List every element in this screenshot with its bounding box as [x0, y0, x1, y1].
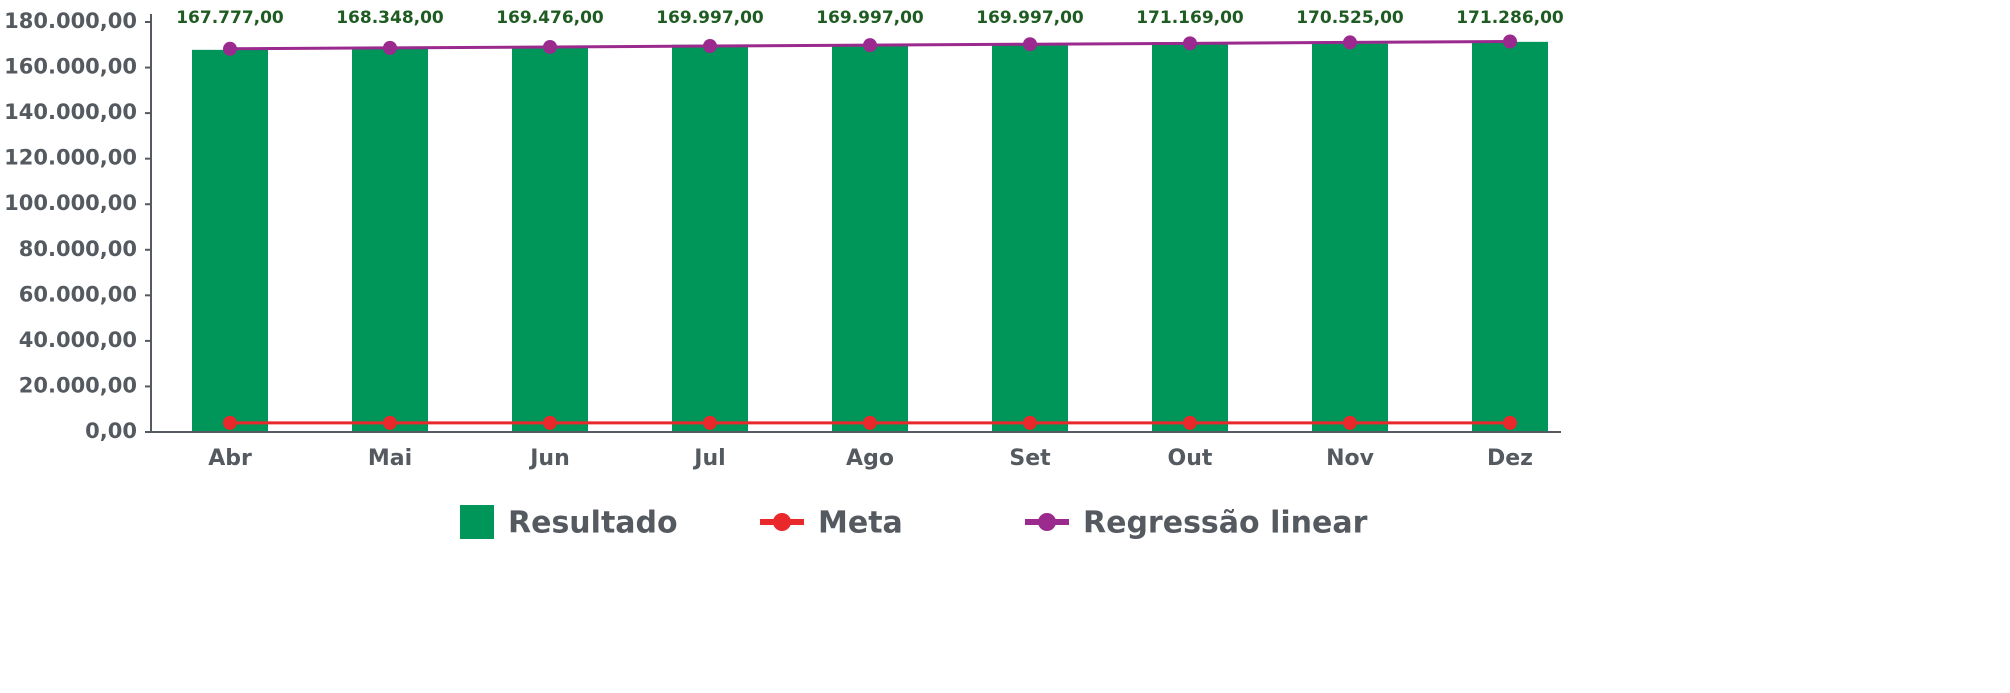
- x-tick-label: Ago: [846, 446, 894, 471]
- bar: [672, 44, 748, 433]
- x-tick-label: Nov: [1326, 446, 1375, 471]
- x-tick-label: Abr: [208, 446, 252, 471]
- y-tick-label: 100.000,00: [4, 191, 137, 215]
- y-tick-label: 80.000,00: [19, 237, 137, 261]
- bar: [1152, 42, 1228, 433]
- data-label: 169.997,00: [976, 8, 1084, 28]
- y-tick-label: 40.000,00: [19, 328, 137, 352]
- legend-label: Meta: [818, 506, 903, 541]
- point: [1503, 415, 1517, 430]
- bar: [992, 44, 1068, 433]
- bar: [1312, 43, 1388, 433]
- point: [543, 39, 557, 54]
- point: [383, 40, 397, 55]
- x-tick-label: Jun: [528, 446, 570, 471]
- legend-label: Resultado: [508, 506, 678, 541]
- x-tick-label: Set: [1009, 446, 1051, 471]
- data-label: 169.476,00: [496, 8, 604, 28]
- point: [863, 415, 877, 430]
- point: [223, 41, 237, 56]
- data-label: 171.169,00: [1136, 8, 1244, 28]
- y-tick-label: 0,00: [85, 419, 137, 443]
- legend-label: Regressão linear: [1083, 506, 1368, 541]
- data-label: 170.525,00: [1296, 8, 1404, 28]
- point: [1343, 415, 1357, 430]
- data-label: 167.777,00: [176, 8, 284, 28]
- legend-swatch: [1038, 513, 1056, 531]
- point: [1183, 36, 1197, 51]
- point: [543, 415, 557, 430]
- data-label: 169.997,00: [656, 8, 764, 28]
- point: [1503, 34, 1517, 49]
- legend-swatch: [460, 505, 494, 539]
- point: [223, 415, 237, 430]
- point: [383, 415, 397, 430]
- point: [1343, 35, 1357, 50]
- y-tick-label: 160.000,00: [4, 55, 137, 79]
- data-label: 171.286,00: [1456, 8, 1564, 28]
- x-tick-label: Mai: [368, 446, 412, 471]
- bar: [512, 45, 588, 432]
- y-tick-label: 20.000,00: [19, 373, 137, 397]
- point: [1023, 415, 1037, 430]
- y-tick-label: 140.000,00: [4, 100, 137, 124]
- y-tick-label: 180.000,00: [4, 9, 137, 33]
- point: [1183, 415, 1197, 430]
- y-tick-label: 60.000,00: [19, 282, 137, 306]
- point: [703, 39, 717, 54]
- x-tick-label: Jul: [692, 446, 725, 471]
- x-tick-label: Dez: [1487, 446, 1533, 471]
- bar: [832, 44, 908, 433]
- bar: [1472, 41, 1548, 432]
- y-tick-label: 120.000,00: [4, 146, 137, 170]
- bar: [352, 48, 428, 432]
- data-label: 168.348,00: [336, 8, 444, 28]
- point: [1023, 37, 1037, 52]
- bar: [192, 49, 268, 432]
- point: [863, 38, 877, 53]
- legend-swatch: [773, 513, 791, 531]
- x-tick-label: Out: [1168, 446, 1213, 471]
- data-label: 169.997,00: [816, 8, 924, 28]
- point: [703, 415, 717, 430]
